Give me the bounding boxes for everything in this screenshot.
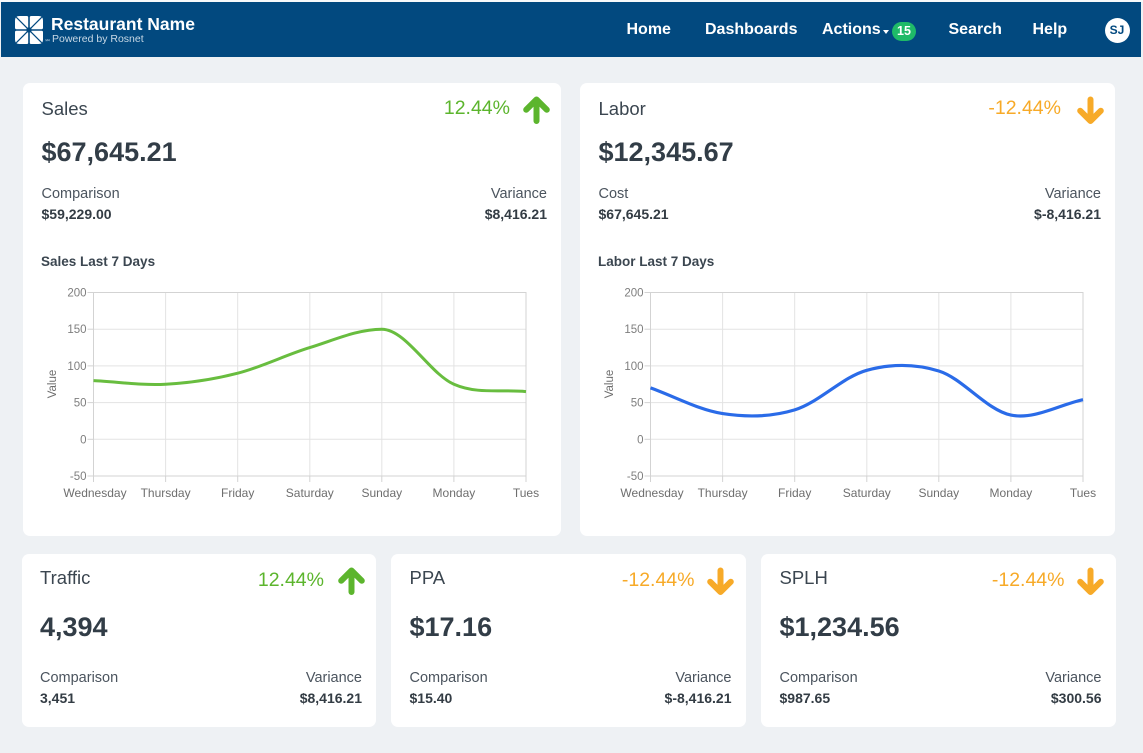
svg-text:Saturday: Saturday: [843, 486, 891, 500]
svg-text:-50: -50: [70, 471, 87, 483]
svg-text:-50: -50: [627, 471, 644, 483]
svg-text:100: 100: [624, 361, 643, 373]
svg-text:Wednesday: Wednesday: [620, 486, 683, 500]
svg-text:Thursday: Thursday: [698, 486, 748, 500]
svg-text:Friday: Friday: [221, 486, 254, 500]
svg-text:0: 0: [80, 434, 86, 446]
svg-text:Wednesday: Wednesday: [63, 486, 126, 500]
svg-text:0: 0: [637, 434, 643, 446]
svg-text:Value: Value: [47, 370, 59, 399]
svg-text:Sunday: Sunday: [361, 486, 402, 500]
svg-text:Sunday: Sunday: [918, 486, 959, 500]
svg-text:Thursday: Thursday: [141, 486, 191, 500]
svg-text:Value: Value: [604, 370, 616, 399]
svg-text:200: 200: [624, 288, 643, 300]
svg-text:Tues: Tues: [513, 486, 539, 500]
svg-text:100: 100: [67, 361, 86, 373]
svg-text:Monday: Monday: [990, 486, 1033, 500]
svg-text:Friday: Friday: [778, 486, 811, 500]
svg-text:Saturday: Saturday: [286, 486, 334, 500]
svg-text:Tues: Tues: [1070, 486, 1096, 500]
svg-text:50: 50: [631, 398, 644, 410]
svg-text:200: 200: [67, 288, 86, 300]
svg-text:150: 150: [67, 324, 86, 336]
svg-text:50: 50: [74, 398, 87, 410]
svg-text:Monday: Monday: [433, 486, 476, 500]
svg-text:150: 150: [624, 324, 643, 336]
